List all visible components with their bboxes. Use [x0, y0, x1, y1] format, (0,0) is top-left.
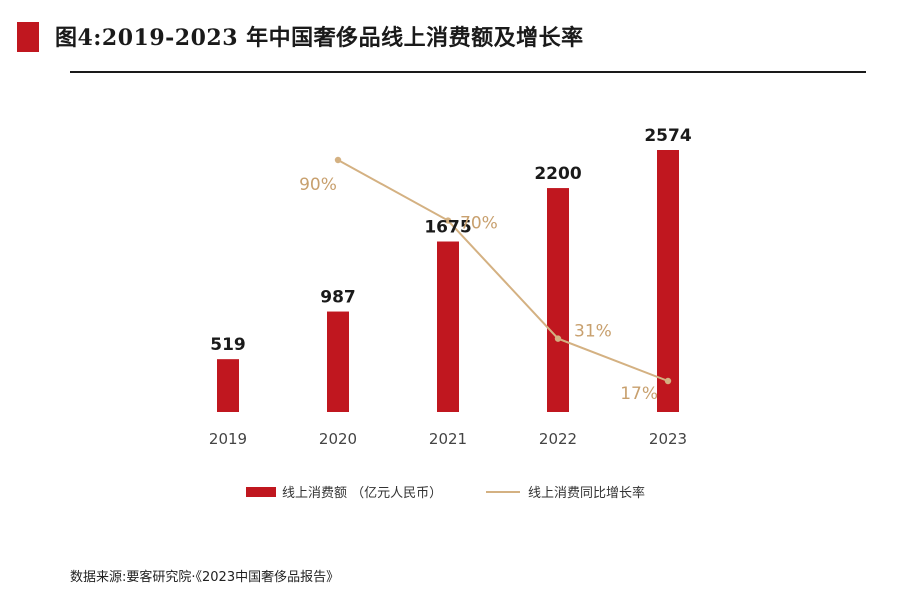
title-accent-block	[17, 22, 39, 52]
growth-label-2022: 31%	[574, 322, 612, 342]
legend: 线上消费额 （亿元人民币） 线上消费同比增长率	[246, 485, 645, 501]
growth-label-2021: 70%	[460, 214, 498, 234]
growth-label-2023: 17%	[620, 384, 658, 404]
x-axis: 2019 2020 2021 2022 2023	[209, 430, 687, 448]
bar-value-label-2020: 987	[320, 288, 356, 308]
page-title: 图4:2019-2023 年中国奢侈品线上消费额及增长率	[55, 25, 584, 51]
bar-2022	[547, 188, 569, 412]
growth-label-2020: 90%	[299, 175, 337, 195]
growth-point-2020	[334, 156, 342, 164]
growth-point-2023	[664, 377, 672, 385]
bar-value-label-2022: 2200	[534, 164, 581, 184]
x-tick-label-2019: 2019	[209, 430, 247, 448]
bar-value-label-2023: 2574	[644, 126, 691, 146]
x-tick-label-2020: 2020	[319, 430, 357, 448]
x-tick-label-2021: 2021	[429, 430, 467, 448]
bar-value-label-2021: 1675	[424, 218, 471, 238]
labels-layer: 519 987 1675 2200 2574 90% 70% 31% 17%	[210, 126, 692, 404]
growth-point-2021	[444, 217, 452, 224]
legend-swatch-bar	[246, 487, 276, 497]
bar-value-label-2019: 519	[210, 335, 246, 355]
growth-rate-line	[337, 159, 669, 382]
bar-2021	[437, 241, 459, 412]
source-note: 数据来源:要客研究院·《2023中国奢侈品报告》	[70, 570, 340, 585]
legend-label-line: 线上消费同比增长率	[528, 485, 645, 501]
x-tick-label-2022: 2022	[539, 430, 577, 448]
growth-point-2022	[554, 335, 562, 342]
bar-2019	[217, 359, 239, 412]
title-divider	[70, 71, 866, 73]
bars-layer	[217, 150, 679, 412]
growth-line-layer	[334, 156, 672, 385]
legend-label-bar: 线上消费额 （亿元人民币）	[282, 486, 442, 501]
x-tick-label-2023: 2023	[649, 430, 687, 448]
bar-2023	[657, 150, 679, 412]
bar-2020	[327, 311, 349, 412]
